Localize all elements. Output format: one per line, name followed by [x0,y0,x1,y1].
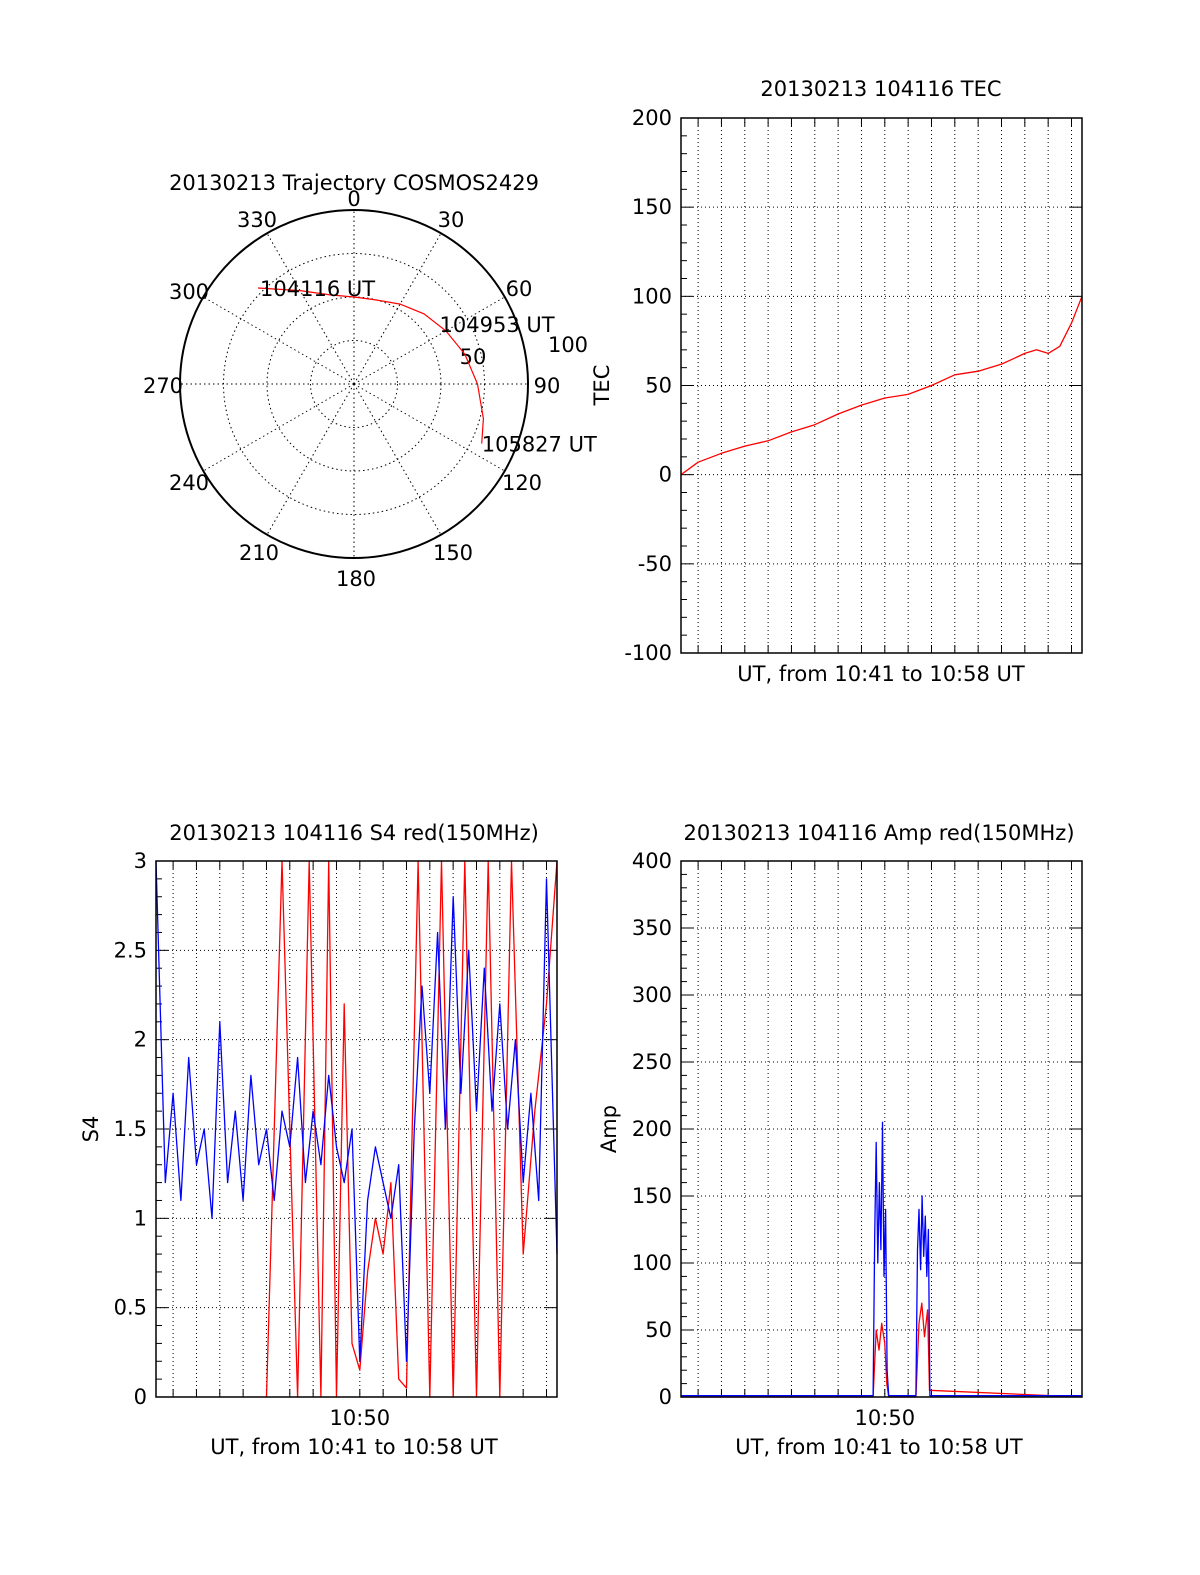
amp-series-blue-line [681,1121,1082,1397]
s4-x-axis-label: UT, from 10:41 to 10:58 UT [210,1435,498,1459]
tec-panel: 20130213 104116 TEC -100-50050100150200 … [590,77,1083,686]
s4-y-tick-label: 2.5 [114,938,147,962]
amp-y-tick-label: 0 [659,1385,672,1409]
polar-radius-label: 100 [548,333,588,357]
s4-axis-ticks: 0 0.5 1 1.5 2 2.5 3 10:50 [114,849,557,1430]
amp-axis-ticks: 0 50 100 150 200 250 300 350 400 10:50 [632,849,1082,1430]
polar-angle-label: 240 [169,471,209,495]
s4-series-blue-line [155,860,558,1362]
tec-y-tick-label: 0 [659,463,672,487]
polar-grid [180,210,528,558]
polar-radius-labels: 50 100 [460,333,588,369]
s4-grid [156,861,557,1397]
s4-series-red-line [265,860,558,1398]
tec-axis-ticks: -100 -50 0 50 100 150 200 [624,106,1082,665]
polar-angle-label: 210 [239,541,279,565]
tec-y-tick-label: -100 [624,641,672,665]
trajectory-time-label: 104116 UT [260,277,375,301]
amp-y-tick-label: 150 [632,1184,672,1208]
s4-plot-frame [155,860,558,1398]
amp-y-tick-label: 200 [632,1117,672,1141]
tec-y-tick-label: 150 [632,195,672,219]
amp-y-tick-label: 250 [632,1050,672,1074]
tec-series-red-line [680,296,1083,476]
amp-y-axis-label: Amp [597,1105,621,1153]
tec-x-axis-label: UT, from 10:41 to 10:58 UT [737,662,1025,686]
tec-grid [681,118,1082,653]
s4-x-tick-label: 10:50 [330,1406,391,1430]
amp-title: 20130213 104116 Amp red(150MHz) [683,821,1074,845]
polar-angle-label: 330 [237,208,277,232]
tec-y-axis-label: TEC [590,365,614,407]
polar-spoke [266,233,355,385]
polar-angle-label: 150 [433,541,473,565]
tec-y-tick-label: 50 [645,374,672,398]
amp-plot-frame [680,860,1083,1398]
amp-panel: 20130213 104116 Amp red(150MHz) 0 50 100 15… [597,821,1083,1459]
polar-radius-label: 50 [460,345,487,369]
amp-y-tick-label: 350 [632,916,672,940]
polar-spoke [203,383,355,472]
polar-angle-label: 270 [143,374,183,398]
s4-y-tick-label: 0 [134,1385,147,1409]
polar-ring [266,296,442,472]
trajectory-polar-panel: 20130213 Trajectory COSMOS2429 0 30 60 90 12… [143,171,597,591]
trajectory-title: 20130213 Trajectory COSMOS2429 [169,171,539,195]
tec-plot-frame [680,117,1083,654]
polar-angle-label: 30 [438,208,465,232]
amp-x-axis-label: UT, from 10:41 to 10:58 UT [735,1435,1023,1459]
polar-angle-label: 180 [336,567,376,591]
trajectory-track-line [257,287,485,444]
s4-panel: 20130213 104116 S4 red(150MHz) 0 0.5 1 1.5 2… [79,821,558,1459]
s4-y-tick-label: 0.5 [114,1296,147,1320]
s4-y-tick-label: 1.5 [114,1117,147,1141]
amp-x-tick-label: 10:50 [855,1406,916,1430]
polar-angle-label: 0 [347,187,360,211]
tec-y-tick-label: 100 [632,284,672,308]
polar-outer-circle [179,209,529,559]
polar-angle-label: 60 [506,277,533,301]
polar-angle-label: 90 [534,374,561,398]
amp-y-tick-label: 400 [632,849,672,873]
amp-y-tick-label: 100 [632,1251,672,1275]
s4-y-tick-label: 2 [134,1028,147,1052]
tec-series [680,296,1083,476]
tec-y-tick-label: -50 [638,552,672,576]
polar-angle-label: 300 [169,280,209,304]
amp-y-tick-label: 50 [645,1318,672,1342]
tec-y-tick-label: 200 [632,106,672,130]
tec-title: 20130213 104116 TEC [760,77,1001,101]
s4-title: 20130213 104116 S4 red(150MHz) [169,821,539,845]
s4-y-axis-label: S4 [79,1116,103,1143]
trajectory-time-label: 105827 UT [482,433,597,457]
polar-spoke [203,296,355,385]
trajectory-time-label: 104953 UT [440,313,555,337]
amp-y-tick-label: 300 [632,983,672,1007]
s4-y-tick-label: 1 [134,1206,147,1230]
polar-ring [223,253,485,515]
trajectory-time-annotations: 104116 UT 104953 UT 105827 UT [260,277,597,457]
s4-y-tick-label: 3 [134,849,147,873]
polar-ring [310,340,398,428]
polar-spoke [266,383,355,535]
polar-angle-label: 120 [502,471,542,495]
s4-series [155,860,558,1398]
polar-angle-labels: 0 30 60 90 120 150 180 210 240 270 300 330 [143,187,560,591]
